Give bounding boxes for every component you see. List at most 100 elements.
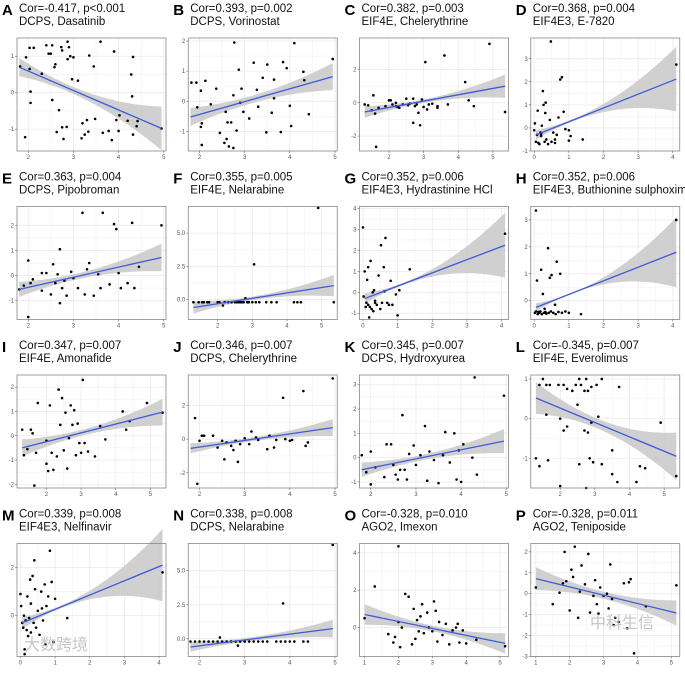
data-point bbox=[562, 429, 565, 432]
data-point bbox=[389, 99, 392, 102]
confidence-band bbox=[190, 419, 333, 454]
data-point bbox=[617, 620, 621, 624]
data-point bbox=[422, 105, 425, 109]
x-tick-label: 0 bbox=[533, 324, 537, 330]
y-tick-label: 3 bbox=[353, 228, 357, 234]
data-point bbox=[220, 439, 224, 443]
data-point bbox=[393, 635, 397, 639]
data-point bbox=[93, 117, 97, 121]
regression-line bbox=[21, 564, 163, 624]
panel-letter: P bbox=[516, 508, 526, 525]
data-point bbox=[257, 300, 261, 304]
x-tick-label: 3 bbox=[593, 492, 597, 498]
data-point bbox=[252, 263, 256, 266]
y-tick-label: 5.0 bbox=[177, 569, 186, 575]
data-point bbox=[363, 616, 366, 620]
plot-frame bbox=[359, 206, 509, 320]
data-point bbox=[544, 101, 547, 104]
data-point bbox=[423, 424, 427, 428]
data-point bbox=[288, 439, 292, 443]
data-point bbox=[23, 647, 26, 651]
data-point bbox=[290, 438, 294, 442]
data-point bbox=[562, 110, 565, 114]
data-point bbox=[23, 135, 27, 139]
data-point bbox=[386, 632, 390, 636]
regression-line bbox=[364, 85, 506, 113]
y-tick-label: 2 bbox=[524, 550, 528, 556]
data-point bbox=[76, 286, 80, 290]
x-tick-label: 3 bbox=[79, 492, 83, 498]
data-point bbox=[373, 585, 377, 588]
panel-letter: M bbox=[2, 508, 15, 525]
data-point bbox=[560, 75, 564, 79]
data-point bbox=[577, 462, 581, 466]
data-point bbox=[83, 293, 87, 296]
data-point bbox=[595, 602, 599, 606]
data-point bbox=[427, 103, 431, 106]
data-point bbox=[236, 460, 240, 464]
data-point bbox=[598, 586, 602, 589]
x-tick-label: 4 bbox=[288, 155, 292, 161]
data-point bbox=[364, 305, 368, 309]
data-point bbox=[99, 40, 102, 43]
data-point bbox=[46, 469, 50, 473]
data-point bbox=[108, 283, 111, 286]
panel-stat-title: Cor=-0.328, p=0.011 bbox=[533, 509, 638, 521]
panel-stat-title: Cor=0.352, p=0.006 bbox=[362, 172, 464, 184]
data-point bbox=[279, 130, 283, 134]
data-point bbox=[502, 394, 506, 397]
data-point bbox=[600, 377, 604, 381]
x-tick-label: 2 bbox=[397, 661, 401, 667]
data-point bbox=[614, 616, 617, 620]
data-point bbox=[363, 103, 366, 106]
y-tick-label: 1 bbox=[524, 272, 528, 278]
data-point bbox=[29, 281, 32, 285]
data-point bbox=[583, 583, 587, 586]
data-point bbox=[29, 101, 32, 105]
data-point bbox=[252, 61, 256, 65]
data-point bbox=[56, 273, 59, 276]
data-point bbox=[226, 121, 229, 124]
data-point bbox=[385, 442, 388, 446]
panel-stat-title: Cor=0.368, p=0.004 bbox=[533, 3, 636, 15]
data-point bbox=[87, 130, 90, 133]
data-point bbox=[58, 301, 62, 305]
watermark-left: 大数跨境 bbox=[24, 635, 88, 654]
data-point bbox=[583, 389, 586, 393]
data-point bbox=[549, 40, 553, 43]
data-point bbox=[117, 271, 120, 275]
data-point bbox=[307, 112, 311, 116]
data-point bbox=[50, 98, 54, 102]
data-point bbox=[407, 595, 410, 599]
data-point bbox=[422, 631, 426, 635]
data-point bbox=[69, 270, 73, 274]
x-tick-label: 0 bbox=[19, 661, 23, 667]
data-point bbox=[80, 136, 83, 140]
data-point bbox=[316, 206, 320, 210]
data-point bbox=[272, 446, 276, 449]
data-point bbox=[447, 643, 451, 646]
data-point bbox=[551, 131, 555, 134]
x-tick-label: 2 bbox=[602, 155, 606, 161]
x-tick-label: 2 bbox=[45, 492, 49, 498]
data-point bbox=[112, 222, 116, 226]
panel-letter: O bbox=[345, 508, 357, 525]
x-tick-label: 1 bbox=[363, 661, 367, 667]
x-tick-label: 5 bbox=[333, 155, 337, 161]
data-point bbox=[568, 609, 571, 612]
data-point bbox=[86, 450, 90, 453]
panel-stat-title: Cor=0.339, p=0.008 bbox=[19, 509, 121, 521]
data-point bbox=[371, 290, 374, 294]
data-point bbox=[410, 643, 414, 646]
data-point bbox=[251, 300, 254, 304]
data-point bbox=[78, 441, 81, 445]
y-tick-label: 3 bbox=[524, 57, 528, 63]
data-point bbox=[66, 57, 69, 61]
regression-line bbox=[535, 397, 677, 457]
data-point bbox=[48, 549, 52, 553]
data-point bbox=[60, 49, 64, 52]
data-point bbox=[545, 383, 548, 387]
